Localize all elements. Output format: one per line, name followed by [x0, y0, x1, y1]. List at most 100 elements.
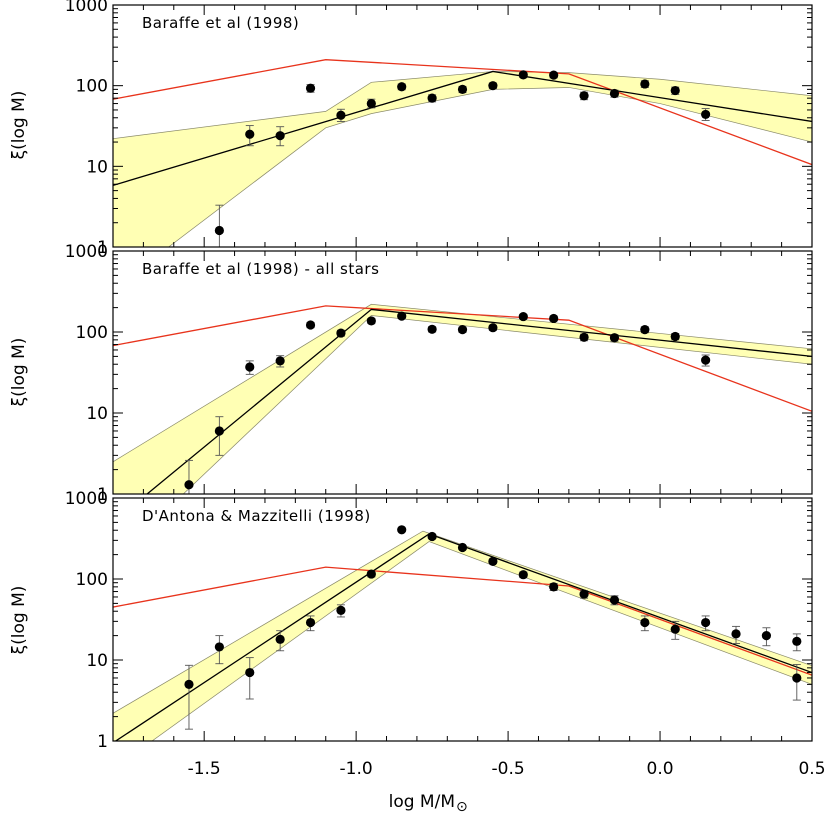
point-marker: [609, 333, 620, 343]
point-marker: [670, 85, 680, 96]
point-marker: [366, 98, 376, 109]
chart-panel-3: -1.5 -1.0 -0.5 0.0 0.5 1 10 100 1000 D'Antona & M…: [65, 489, 826, 779]
point-marker: [457, 542, 468, 553]
point-marker: [701, 355, 711, 365]
y-tick-label: 1: [97, 238, 108, 258]
point-marker: [275, 356, 285, 366]
point-marker: [457, 84, 468, 94]
confidence-band: [113, 530, 812, 741]
x-tick-label: 0.5: [798, 759, 825, 779]
point-marker: [518, 70, 528, 80]
point-marker: [488, 323, 498, 333]
data-point: [366, 98, 376, 109]
y-tick-label: 100: [76, 570, 108, 590]
data-point: [336, 108, 346, 122]
point-marker: [579, 332, 589, 342]
y-tick-label: 10: [86, 404, 108, 424]
data-point: [245, 360, 255, 375]
panel-title: Baraffe et al (1998): [142, 14, 299, 32]
point-marker: [214, 426, 224, 436]
data-point: [427, 93, 437, 103]
point-marker: [518, 311, 528, 322]
data-point: [336, 328, 346, 338]
data-point: [670, 620, 680, 640]
point-marker: [518, 570, 528, 580]
data-point: [701, 615, 711, 632]
data-point: [518, 70, 528, 80]
chart-panel-1: 1 10 100 1000 Baraffe et al (1998): [65, 0, 813, 258]
data-point: [518, 311, 528, 322]
confidence-band: [113, 71, 812, 247]
point-marker: [701, 617, 711, 628]
point-marker: [609, 88, 620, 99]
point-marker: [245, 362, 255, 372]
point-marker: [579, 589, 589, 599]
plot-frame: [112, 497, 813, 742]
y-tick-label: 1000: [65, 489, 108, 509]
plot-frame: [112, 250, 813, 495]
point-marker: [336, 328, 346, 338]
data-point: [549, 313, 559, 324]
model-line: [113, 305, 812, 412]
data-point: [214, 416, 224, 456]
confidence-band: [113, 303, 812, 494]
point-marker: [640, 325, 650, 335]
point-marker: [397, 525, 407, 535]
point-marker: [275, 131, 285, 141]
model-line: [113, 59, 812, 166]
y-axis-label-panel-3: ξ(log M): [9, 586, 29, 655]
point-marker: [427, 531, 437, 542]
y-tick-label: 100: [76, 77, 108, 97]
point-marker: [397, 311, 407, 321]
y-tick-label: 1: [97, 485, 108, 505]
data-point: [397, 82, 407, 92]
data-point: [214, 204, 224, 247]
point-marker: [701, 109, 711, 120]
data-point: [731, 625, 741, 644]
data-point: [640, 325, 650, 335]
data-point: [488, 556, 498, 566]
x-axis-label-sun-symbol: ⊙: [456, 799, 468, 815]
point-marker: [579, 91, 589, 101]
panel-title: D'Antona & Mazzitelli (1998): [142, 507, 371, 525]
data-point: [305, 320, 316, 330]
point-marker: [184, 679, 194, 689]
y-axis-label-panel-2: ξ(log M): [9, 338, 29, 407]
point-marker: [609, 595, 620, 605]
point-marker: [214, 225, 224, 236]
data-point: [579, 332, 589, 342]
data-point: [275, 355, 285, 368]
y-tick-label: 10: [86, 157, 108, 177]
x-axis-label: log M/M: [389, 792, 455, 812]
point-marker: [792, 636, 802, 646]
data-point: [214, 635, 224, 665]
point-marker: [397, 82, 407, 92]
y-tick-label: 1: [97, 732, 108, 752]
data-point: [184, 459, 194, 494]
point-marker: [640, 79, 650, 89]
data-point: [609, 88, 620, 99]
data-point: [397, 525, 407, 535]
plot-area: [113, 525, 812, 741]
data-point: [792, 633, 802, 652]
data-point: [579, 91, 589, 101]
point-marker: [184, 480, 194, 490]
chart-panel-2: 1 10 100 1000 Baraffe et al (1998) - all sta…: [65, 242, 813, 505]
data-point: [397, 311, 407, 321]
point-marker: [488, 556, 498, 566]
plot-area: [113, 303, 812, 494]
y-tick-label: 100: [76, 323, 108, 343]
x-tick-label: -1.0: [340, 759, 373, 779]
fit-line: [113, 70, 812, 187]
y-tick-label: 1000: [65, 0, 108, 16]
point-marker: [792, 673, 802, 683]
point-marker: [549, 313, 559, 324]
point-marker: [336, 110, 346, 120]
point-marker: [336, 605, 346, 615]
data-point: [792, 664, 802, 701]
plot-frame: [112, 4, 813, 248]
data-point: [305, 83, 316, 93]
point-marker: [640, 617, 650, 628]
point-marker: [549, 70, 559, 80]
data-point: [366, 569, 376, 579]
